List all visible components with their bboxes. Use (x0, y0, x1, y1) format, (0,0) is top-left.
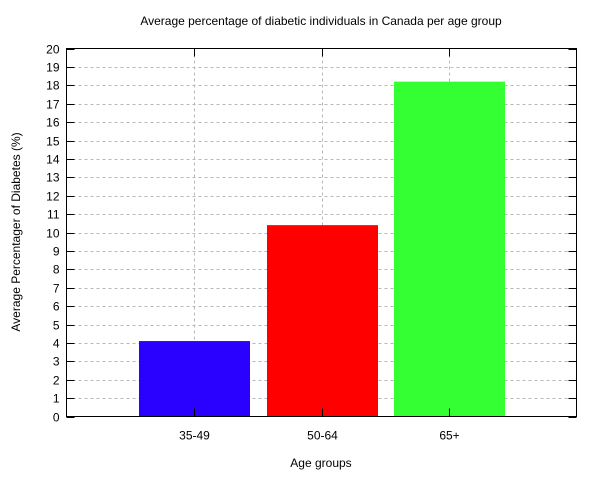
y-tick-label: 9 (53, 245, 60, 259)
y-tick-label: 2 (53, 374, 60, 388)
y-tick-label: 8 (53, 263, 60, 277)
plot-frame (66, 48, 577, 417)
y-tick-label: 1 (53, 392, 60, 406)
y-tick-label: 12 (46, 190, 60, 204)
y-tick-label: 19 (46, 61, 60, 75)
y-tick-label: 17 (46, 98, 60, 112)
y-tick-label: 0 (53, 411, 60, 425)
x-tick-label: 35-49 (179, 429, 210, 443)
y-tick-label: 20 (46, 43, 60, 57)
y-tick-label: 15 (46, 135, 60, 149)
x-axis-ticks: 35-49 50-64 65+ (179, 48, 460, 443)
bar-65+ (394, 81, 505, 417)
bar-35-49 (139, 341, 250, 417)
y-tick-label: 18 (46, 79, 60, 93)
x-tick-label: 50-64 (307, 429, 338, 443)
y-tick-label: 4 (53, 337, 60, 351)
y-tick-label: 7 (53, 282, 60, 296)
y-tick-label: 5 (53, 319, 60, 333)
chart-title: Average percentage of diabetic individua… (140, 14, 502, 28)
y-tick-label: 13 (46, 171, 60, 185)
y-tick-label: 11 (47, 208, 60, 222)
y-tick-label: 6 (53, 300, 60, 314)
bars (139, 81, 505, 417)
y-tick-label: 10 (46, 227, 60, 241)
y-tick-label: 3 (53, 355, 60, 369)
y-tick-label: 16 (46, 116, 60, 130)
y-axis-label: Average Percentager of Diabetes (%) (9, 132, 23, 331)
x-axis-label: Age groups (290, 456, 351, 470)
bar-50-64 (267, 225, 378, 417)
y-tick-label: 14 (46, 153, 60, 167)
x-tick-label: 65+ (439, 429, 459, 443)
